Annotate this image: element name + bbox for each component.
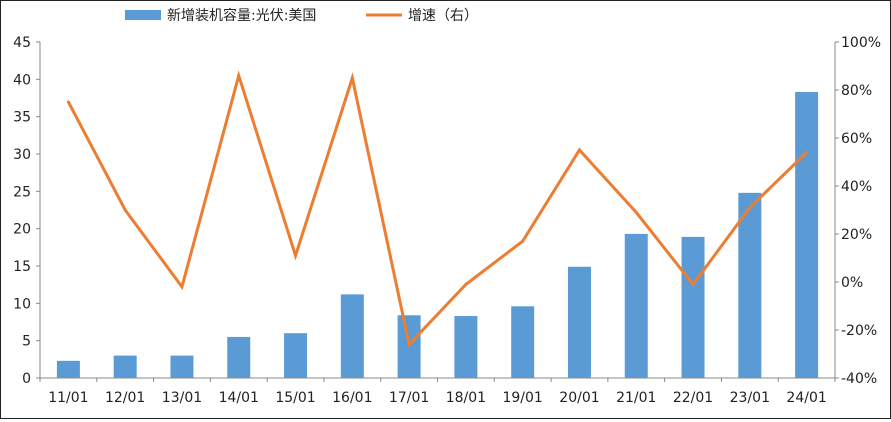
y-left-tick-label: 30 (13, 147, 31, 163)
line-point (123, 208, 127, 212)
y-left-tick-label: 5 (22, 334, 31, 350)
line-point (294, 254, 298, 258)
y-right-tick-label: 40% (841, 179, 872, 195)
y-left-tick-label: 15 (13, 259, 31, 275)
y-right-tick-label: 80% (841, 83, 872, 99)
x-tick-label: 19/01 (502, 390, 542, 406)
bar (795, 92, 819, 378)
line-point (691, 282, 695, 286)
bar (56, 360, 80, 378)
bar (397, 315, 421, 378)
y-right-tick-label: -20% (841, 323, 877, 339)
x-tick-label: 18/01 (446, 390, 486, 406)
line-point (237, 74, 241, 78)
line-series (66, 70, 809, 348)
y-right-tick-label: 60% (841, 131, 872, 147)
bar (340, 294, 364, 378)
legend: 新增装机容量:光伏:美国 增速（右） (125, 7, 478, 24)
legend-line-label: 增速（右） (408, 8, 478, 24)
bar (227, 336, 251, 378)
legend-bar-swatch (125, 10, 161, 20)
x-tick-label: 23/01 (730, 390, 770, 406)
line-point (748, 206, 752, 210)
y-right-tick-label: 100% (841, 35, 881, 51)
y-right-tick-label: 0% (841, 275, 863, 291)
line-point (407, 342, 411, 346)
y-left-tick-label: 25 (13, 184, 31, 200)
bar (113, 355, 137, 378)
line-point (805, 150, 809, 154)
bar (454, 316, 478, 378)
y-left-tick-label: 35 (13, 110, 31, 126)
bar (511, 306, 535, 378)
x-tick-label: 21/01 (616, 390, 656, 406)
line-point (521, 239, 525, 243)
y-left-tick-label: 40 (13, 72, 31, 88)
x-tick-label: 15/01 (275, 390, 315, 406)
x-tick-label: 11/01 (48, 390, 88, 406)
legend-bar-label: 新增装机容量:光伏:美国 (167, 7, 316, 24)
y-right-tick-label: 20% (841, 227, 872, 243)
x-tick-label: 14/01 (219, 390, 259, 406)
line-point (577, 148, 581, 152)
x-tick-label: 12/01 (105, 390, 145, 406)
bar (624, 233, 648, 378)
line-point (350, 76, 354, 80)
x-tick-label: 20/01 (559, 390, 599, 406)
line-point (66, 100, 70, 104)
bar (738, 192, 762, 378)
line-point (634, 210, 638, 214)
bar (284, 333, 308, 378)
x-tick-label: 13/01 (162, 390, 202, 406)
bar (170, 355, 194, 378)
line-point (180, 285, 184, 289)
axes: 0 5 10 15 20 25 30 35 40 45 -40% -20% 0% 20% 40% 60% 80%… (13, 35, 881, 406)
x-tick-label: 16/01 (332, 390, 372, 406)
y-left-tick-label: 45 (13, 35, 31, 51)
bar (681, 236, 705, 378)
bar-series (56, 92, 819, 378)
bar (567, 266, 591, 378)
growth-line (67, 70, 808, 348)
y-left-tick-label: 20 (13, 222, 31, 238)
x-tick-label: 22/01 (673, 390, 713, 406)
y-left-tick-label: 10 (13, 296, 31, 312)
y-left-tick-label: 0 (22, 371, 31, 387)
x-tick-label: 17/01 (389, 390, 429, 406)
y-right-tick-label: -40% (841, 371, 877, 387)
x-tick-label: 24/01 (786, 390, 826, 406)
line-point (464, 282, 468, 286)
